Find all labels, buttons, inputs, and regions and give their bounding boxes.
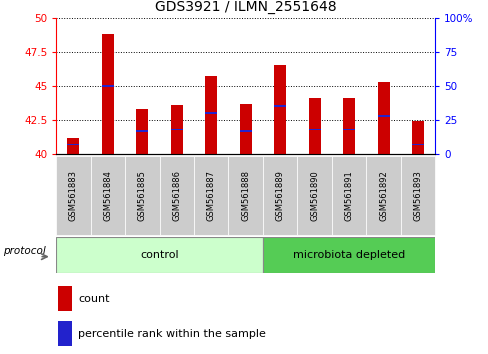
Bar [67, 138, 80, 154]
Bar [67, 144, 80, 145]
Bar [58, 321, 72, 346]
Bar [194, 156, 228, 235]
Bar [343, 98, 354, 154]
Text: GSM561893: GSM561893 [413, 170, 422, 221]
Text: microbiota depleted: microbiota depleted [292, 250, 405, 260]
Bar [239, 130, 251, 132]
Bar [102, 85, 114, 87]
Text: control: control [140, 250, 179, 260]
Bar [400, 156, 434, 235]
Bar [194, 18, 228, 154]
Bar [239, 104, 251, 154]
Text: GSM561890: GSM561890 [309, 170, 319, 221]
Bar [170, 129, 183, 130]
Bar [136, 109, 148, 154]
Bar [56, 18, 90, 154]
Text: GSM561887: GSM561887 [206, 170, 215, 221]
Text: GSM561883: GSM561883 [69, 170, 78, 221]
Bar [56, 156, 90, 235]
Bar [159, 156, 194, 235]
Text: percentile rank within the sample: percentile rank within the sample [78, 329, 265, 339]
Title: GDS3921 / ILMN_2551648: GDS3921 / ILMN_2551648 [155, 0, 336, 14]
Text: GSM561885: GSM561885 [138, 170, 146, 221]
Bar [411, 121, 423, 154]
Bar [366, 156, 400, 235]
Bar [274, 105, 285, 107]
Bar [90, 156, 125, 235]
Text: GSM561886: GSM561886 [172, 170, 181, 221]
Bar [331, 156, 366, 235]
Bar [331, 18, 366, 154]
Text: GSM561892: GSM561892 [378, 170, 387, 221]
Bar [263, 156, 297, 235]
Bar [90, 18, 125, 154]
Bar [308, 129, 320, 130]
Bar [170, 105, 183, 154]
Text: GSM561888: GSM561888 [241, 170, 250, 221]
Text: GSM561891: GSM561891 [344, 170, 353, 221]
Text: GSM561889: GSM561889 [275, 170, 284, 221]
Bar [343, 129, 354, 130]
Bar [205, 112, 217, 114]
Bar [308, 98, 320, 154]
Bar [400, 18, 434, 154]
Bar [136, 130, 148, 132]
Bar [228, 18, 263, 154]
Bar [205, 76, 217, 154]
Bar [125, 156, 159, 235]
Text: count: count [78, 294, 110, 304]
Bar [56, 237, 263, 273]
Bar [159, 18, 194, 154]
Text: GSM561884: GSM561884 [103, 170, 112, 221]
Bar [102, 34, 114, 154]
Bar [263, 237, 434, 273]
Bar [377, 115, 389, 117]
Bar [297, 156, 331, 235]
Bar [274, 65, 285, 154]
Bar [297, 18, 331, 154]
Bar [411, 144, 423, 145]
Text: protocol: protocol [3, 246, 45, 256]
Bar [366, 18, 400, 154]
Bar [263, 18, 297, 154]
Bar [228, 156, 263, 235]
Bar [125, 18, 159, 154]
Bar [377, 82, 389, 154]
Bar [58, 286, 72, 311]
